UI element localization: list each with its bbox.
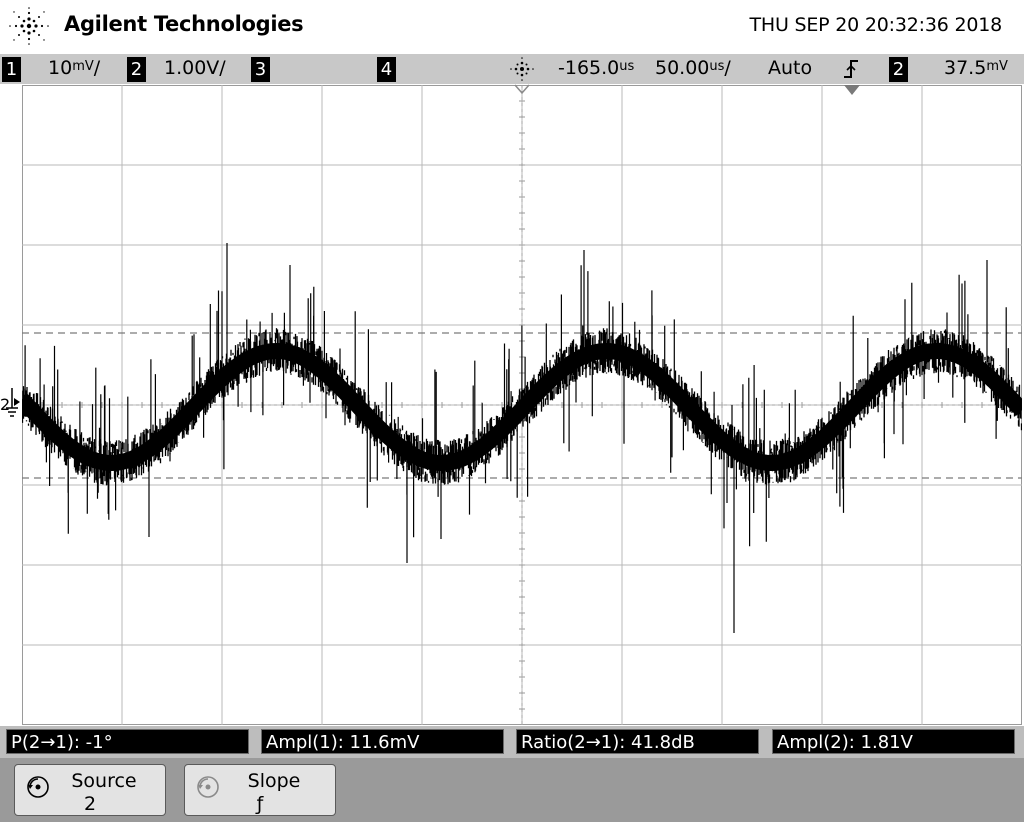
measurement-amplitude-1[interactable]: Ampl(1): 11.6mV xyxy=(261,729,504,754)
channel-1-key[interactable]: 1 xyxy=(2,57,21,82)
trigger-level-value: 37.5 xyxy=(944,57,987,79)
measurement-ratio[interactable]: Ratio(2→1): 41.8dB xyxy=(516,729,759,754)
trigger-position-marker xyxy=(844,85,860,95)
delay-position-marker xyxy=(514,84,530,94)
source-softkey-value: 2 xyxy=(83,793,97,815)
channel-1-scale-suffix: / xyxy=(93,57,101,79)
timebase-scale-value: 50.00 xyxy=(655,57,710,79)
channel-1-scale-unit: mV xyxy=(72,59,94,74)
status-bar: 1 10mV/ 2 1.00V/ 3 4 -165.0us 50.00us/ A… xyxy=(0,54,1024,84)
source-softkey[interactable]: Source 2 xyxy=(14,764,166,816)
trigger-source-key[interactable]: 2 xyxy=(889,57,908,82)
channel-4-key[interactable]: 4 xyxy=(377,57,396,82)
rotary-knob-icon xyxy=(197,776,219,798)
horizontal-delay[interactable]: -165.0us xyxy=(558,57,634,79)
horizontal-delay-icon xyxy=(510,57,534,81)
softkey-bar: Source 2 Slope ƒ xyxy=(0,758,1024,822)
measurement-phase[interactable]: P(2→1): -1° xyxy=(6,729,249,754)
source-softkey-label: Source xyxy=(71,770,137,792)
channel-3-key[interactable]: 3 xyxy=(251,57,270,82)
rising-edge-icon xyxy=(844,60,858,78)
horizontal-delay-unit: us xyxy=(619,59,635,74)
trigger-level[interactable]: 37.5mV xyxy=(944,57,1008,79)
trace-spikes xyxy=(24,243,1009,633)
waveform-display[interactable] xyxy=(22,85,1022,725)
measurement-amplitude-2[interactable]: Ampl(2): 1.81V xyxy=(772,729,1015,754)
measurement-bar: P(2→1): -1° Ampl(1): 11.6mV Ratio(2→1): … xyxy=(0,726,1024,758)
slope-softkey-label: Slope xyxy=(247,770,301,792)
rotary-knob-icon xyxy=(27,776,49,798)
channel-2-trace xyxy=(22,243,1022,633)
slope-softkey-value: ƒ xyxy=(256,793,264,815)
channel-2-ground-marker: 2 xyxy=(0,388,20,417)
trigger-mode[interactable]: Auto xyxy=(768,57,813,79)
channel-1-scale-value: 10 xyxy=(48,57,73,79)
channel-2-scale[interactable]: 1.00V/ xyxy=(164,57,226,79)
channel-2-key[interactable]: 2 xyxy=(127,57,146,82)
waveform-canvas xyxy=(22,85,1022,725)
channel-2-marker-label: 2 xyxy=(0,395,10,414)
channel-1-scale[interactable]: 10mV/ xyxy=(48,57,100,79)
slope-softkey[interactable]: Slope ƒ xyxy=(184,764,336,816)
brand-name: Agilent Technologies xyxy=(64,12,304,36)
trigger-level-unit: mV xyxy=(986,59,1008,74)
timebase-scale-unit: us xyxy=(709,59,725,74)
measurement-cursors xyxy=(22,332,1022,479)
date-time: THU SEP 20 20:32:36 2018 xyxy=(749,14,1002,36)
horizontal-delay-value: -165.0 xyxy=(558,57,620,79)
timebase-scale[interactable]: 50.00us/ xyxy=(655,57,731,79)
timebase-scale-suffix: / xyxy=(724,57,731,79)
header: Agilent Technologies THU SEP 20 20:32:36… xyxy=(0,0,1024,54)
agilent-spark-logo-icon xyxy=(9,7,49,45)
